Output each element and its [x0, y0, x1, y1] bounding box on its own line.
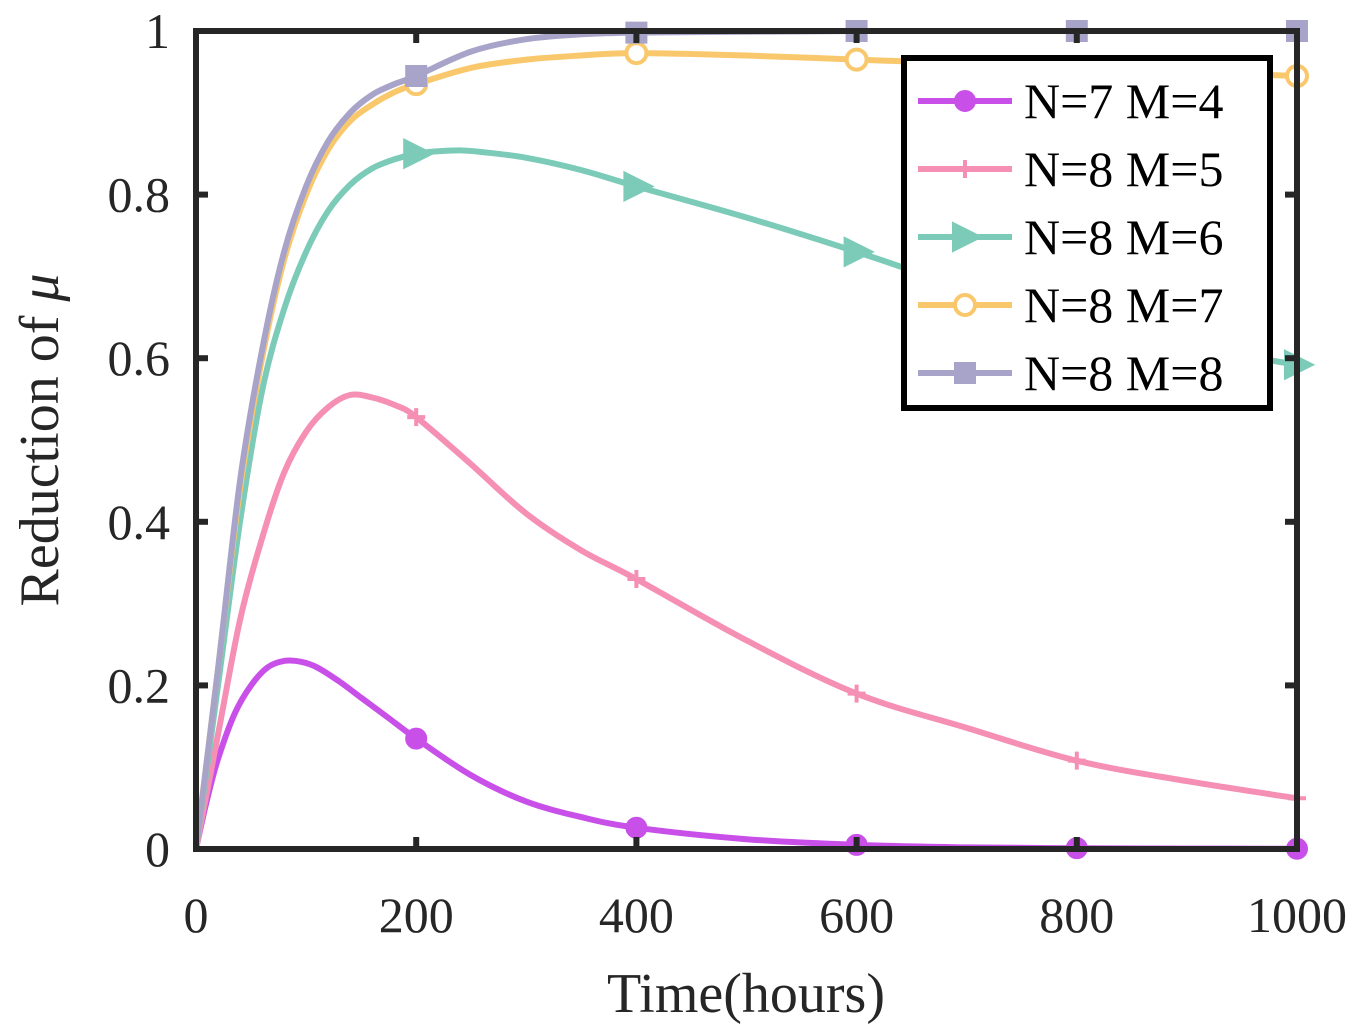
- y-axis-title: Reduction of μ: [9, 274, 71, 607]
- series-marker: [405, 64, 428, 87]
- series-marker: [627, 570, 646, 589]
- legend-label: N=8 M=6: [1024, 209, 1223, 265]
- y-tick-label: 0.8: [108, 167, 171, 223]
- y-tick-label: 1: [145, 3, 170, 59]
- y-tick-label: 0: [145, 821, 170, 877]
- y-tick-label: 0.2: [108, 657, 171, 713]
- legend-item: N=8 M=7: [918, 277, 1223, 333]
- plot-frame: [193, 28, 1300, 852]
- x-tick-label: 0: [184, 887, 209, 943]
- series-marker: [624, 41, 649, 66]
- series-marker: [623, 170, 655, 203]
- series-marker: [403, 138, 435, 170]
- legend-marker: [953, 293, 977, 317]
- legend-label: N=7 M=4: [1024, 73, 1223, 129]
- y-tick-labels: 0 0.2 0.4 0.6 0.8 1: [108, 3, 171, 877]
- x-axis-title: Time(hours): [607, 963, 885, 1025]
- x-tick-label: 1000: [1247, 887, 1347, 943]
- x-tick-label: 800: [1039, 887, 1114, 943]
- legend-item: N=8 M=6: [918, 209, 1223, 265]
- series-marker: [844, 47, 869, 72]
- series-marker: [1067, 751, 1086, 770]
- series-marker: [625, 816, 648, 839]
- series-line: [193, 391, 1300, 852]
- legend-label: N=8 M=7: [1024, 277, 1223, 333]
- legend-marker: [954, 362, 976, 384]
- legend-label: N=8 M=5: [1024, 141, 1223, 197]
- y-axis-title-prefix: Reduction of: [9, 302, 71, 607]
- legend-marker: [956, 160, 974, 178]
- legend-label: N=8 M=8: [1024, 345, 1223, 401]
- y-tick-label: 0.4: [108, 494, 171, 550]
- series-marker: [407, 408, 426, 427]
- series-marker: [843, 236, 875, 268]
- legend-item: N=8 M=8: [918, 345, 1223, 401]
- x-tick-label: 400: [599, 887, 674, 943]
- legend-items: N=7 M=4 N=8 M=5 N=8 M=6 N=8 M=7 N=8 M=8: [918, 73, 1223, 401]
- y-axis-title-symbol: μ: [9, 274, 71, 303]
- x-tick-labels: 0 200 400 600 800 1000: [184, 887, 1348, 943]
- x-tick-label: 600: [819, 887, 894, 943]
- legend-item: N=8 M=5: [918, 141, 1223, 197]
- series-2: [193, 391, 1306, 852]
- legend-marker: [954, 90, 976, 112]
- legend-marker: [952, 221, 984, 253]
- series-marker: [405, 727, 428, 750]
- x-tick-label: 200: [379, 887, 454, 943]
- legend-item: N=7 M=4: [918, 73, 1223, 129]
- y-tick-label: 0.6: [108, 330, 171, 386]
- legend: N=7 M=4 N=8 M=5 N=8 M=6 N=8 M=7 N=8 M=8: [901, 55, 1273, 411]
- series-marker: [847, 684, 866, 703]
